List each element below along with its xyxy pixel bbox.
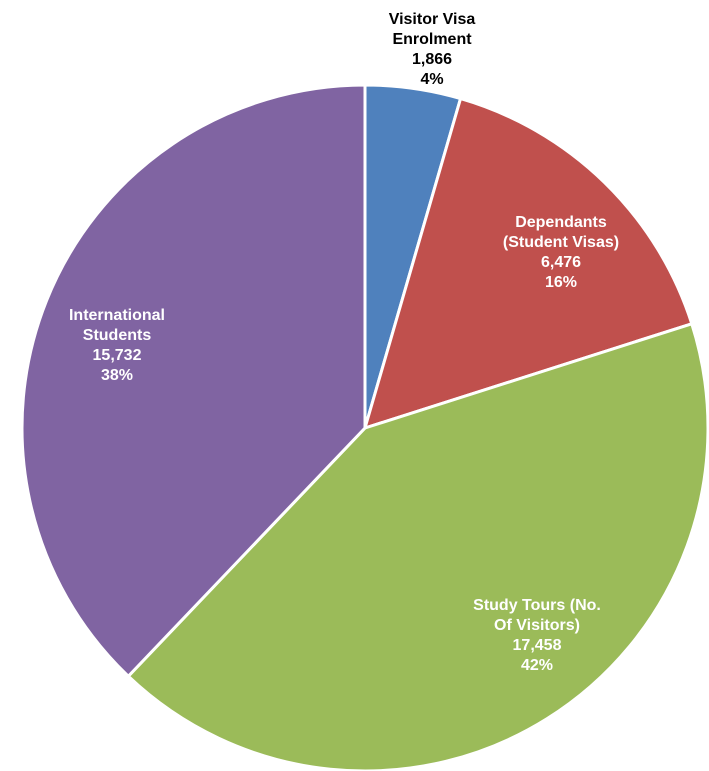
- pie-slice-4: [20, 83, 367, 678]
- pie-labels: Visitor Visa Enrolment 1,866 4% Dependants (S…: [69, 11, 619, 674]
- slice-label-line: Of Visitors): [494, 617, 580, 634]
- slice-label-line: Enrolment: [392, 31, 472, 48]
- slice-value-label: 15,732: [93, 347, 142, 364]
- pie-slices: [20, 83, 709, 771]
- slice-label-line: Study Tours (No.: [473, 597, 601, 614]
- slice-label-line: Visitor Visa: [389, 11, 476, 28]
- pie-slice-2: [363, 97, 694, 430]
- pie-slice-label-1: Visitor Visa Enrolment 1,866 4%: [389, 11, 476, 88]
- slice-label-line: Students: [83, 327, 152, 344]
- pie-slice-label-2: Dependants (Student Visas) 6,476 16%: [503, 214, 619, 291]
- pie-slice-label-4: International Students 15,732 38%: [69, 307, 165, 384]
- slice-percent-label: 4%: [420, 71, 443, 88]
- slice-label-line: Dependants: [515, 214, 607, 231]
- slice-percent-label: 38%: [101, 367, 133, 384]
- slice-label-line: (Student Visas): [503, 234, 619, 251]
- slice-value-label: 17,458: [513, 637, 562, 654]
- pie-slice-3: [126, 322, 709, 771]
- slice-percent-label: 42%: [521, 657, 553, 674]
- pie-slice-label-3: Study Tours (No. Of Visitors) 17,458 42%: [473, 597, 601, 674]
- slice-percent-label: 16%: [545, 274, 577, 291]
- slice-value-label: 6,476: [541, 254, 581, 271]
- slice-label-line: International: [69, 307, 165, 324]
- slice-value-label: 1,866: [412, 51, 452, 68]
